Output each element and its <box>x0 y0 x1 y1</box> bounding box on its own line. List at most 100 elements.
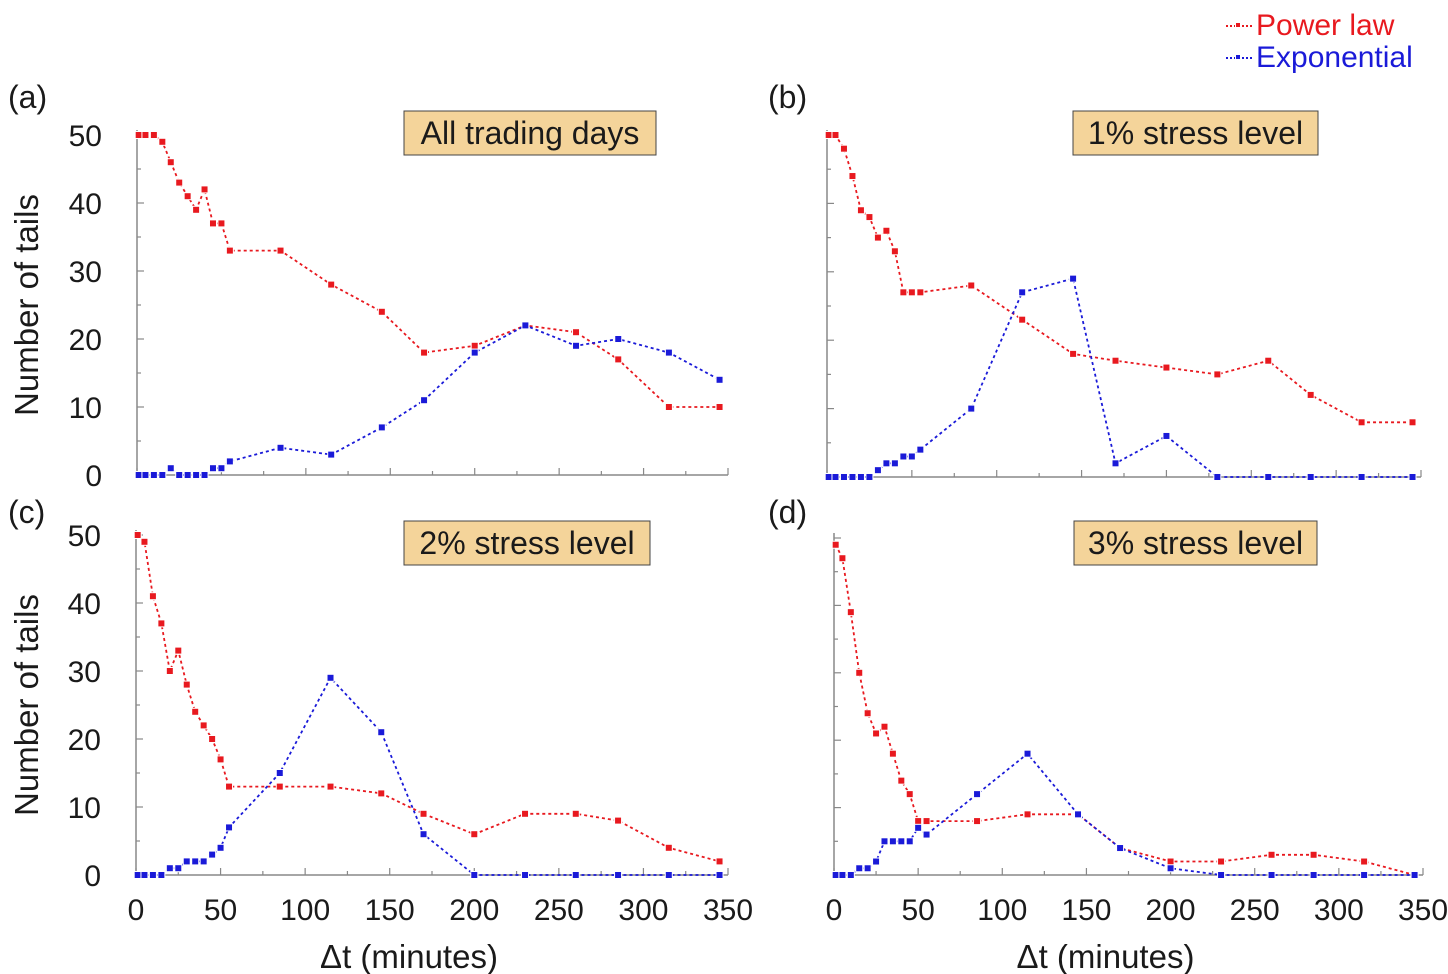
panel-b-power-law-point <box>848 172 857 181</box>
panel-c-power-law-point <box>614 816 623 825</box>
panel-c-exponential-point <box>614 871 623 879</box>
panel-b-power-law-point <box>1264 356 1273 365</box>
panel-a-exponential-point <box>420 396 429 405</box>
panel-c-exponential-point <box>275 769 284 777</box>
panel-d-x-tick-label: 50 <box>901 894 934 927</box>
panel-d-exponential-point <box>914 823 923 832</box>
panel-c-power-law-point <box>419 809 428 818</box>
panel-d-power-law-point <box>922 817 931 826</box>
panel-a-power-law-point <box>175 178 184 187</box>
panel-b-title-box <box>1072 110 1319 156</box>
panel-a-power-law-line <box>138 134 720 408</box>
panel-d-label: (d) <box>768 494 807 530</box>
panel-a-exponential-point <box>470 348 479 357</box>
panel-c-x-tick-label: 250 <box>534 894 584 927</box>
panel-c-title-box <box>403 520 651 566</box>
panel-d-power-law-point <box>831 540 840 549</box>
panel-a-power-law-point <box>715 403 724 411</box>
panel-c-power-law-point <box>715 857 724 866</box>
panel-a-power-law-point <box>327 280 336 289</box>
panel-d-exponential-point <box>897 837 906 846</box>
panel-d-power-law-point <box>846 608 855 617</box>
panel-c-power-law-point <box>199 721 208 730</box>
panel-d-power-law-point <box>880 722 889 731</box>
panel-a-exponential-point <box>217 464 226 473</box>
panel-b-power-law-point <box>1306 390 1315 399</box>
panel-d-power-law-point <box>838 554 847 563</box>
panel-d-power-law-point <box>1217 857 1226 866</box>
panel-b-exponential-line <box>828 277 1413 478</box>
panel-a-power-law-point <box>208 219 217 228</box>
panel-c-y-tick-label: 50 <box>68 520 101 553</box>
panel-d-exponential-point <box>905 837 914 846</box>
panel-c-exponential-point <box>377 728 386 737</box>
panel-b-exponential-point <box>967 404 976 413</box>
panel-c-x-tick-label: 0 <box>128 894 145 927</box>
panel-c-power-law-point <box>133 531 142 539</box>
panel-b-power-law-point <box>1069 349 1078 358</box>
panel-c-y-tick-label: 10 <box>68 792 101 825</box>
panel-a-exponential-point <box>225 457 234 466</box>
panel-c-power-law-point <box>208 735 217 743</box>
panel-b-power-law-point <box>916 288 925 297</box>
panel-d-power-law-point <box>888 749 897 758</box>
panel-a-title-box <box>403 110 657 156</box>
panel-d-x-tick-label: 100 <box>977 894 1027 927</box>
panel-a-label: (a) <box>8 79 47 115</box>
panel-c-exponential-point <box>174 864 183 873</box>
panel-d-x-tick-label: 0 <box>826 894 843 927</box>
panel-c-power-law-point <box>216 755 225 764</box>
panel-a-power-law-point <box>572 328 581 337</box>
panel-b-exponential-point <box>824 473 833 481</box>
panel-d-exponential-point <box>855 864 864 873</box>
panel-b-exponential-point <box>1111 459 1120 468</box>
panel-d-x-axis-title: Δt (minutes) <box>1017 938 1195 974</box>
panel-a-power-law-point <box>134 131 143 139</box>
panel-d-exponential-point <box>831 871 840 879</box>
panel-a-exponential-point <box>327 450 336 459</box>
panel-c-y-axis-title: Number of tails <box>8 594 45 816</box>
panel-d-x-tick-label: 300 <box>1314 894 1364 927</box>
panel-b-power-law-line <box>828 134 1413 424</box>
panel-d-exponential-point <box>1309 871 1318 879</box>
panel-d: 0 50 100 150 200 250 300 350 Δt (minutes) (d) 3% s… <box>768 494 1448 974</box>
panel-c-power-law-point <box>225 782 234 791</box>
panel-a-y-tick-label: 0 <box>85 460 102 493</box>
panel-b-exponential-point <box>1357 473 1366 481</box>
panel-c-power-law-point <box>182 680 191 689</box>
panel-d-power-law-point <box>1360 857 1369 866</box>
panel-b-exponential-point <box>865 473 874 481</box>
panel-b-power-law-point <box>873 233 882 242</box>
panel-c-exponential-point <box>140 871 149 879</box>
panel-c-y-tick-label: 30 <box>68 656 101 689</box>
panel-a-exponential-point <box>664 348 673 357</box>
panel-b: (b) 1% stress level <box>768 79 1422 481</box>
panel-a-power-law-point <box>664 403 673 411</box>
panel-b-exponential-point <box>899 452 908 461</box>
panel-d-exponential-point <box>846 871 855 879</box>
panel-d-exponential-point <box>1166 864 1175 873</box>
panel-a-exponential-point <box>175 471 184 479</box>
panel-c-power-law-line <box>137 534 720 863</box>
panel-c-power-law-point <box>521 809 530 818</box>
panel-a-power-law-point <box>225 246 234 255</box>
panel-d-power-law-point <box>914 817 923 826</box>
panel-a-exponential-point <box>166 464 175 473</box>
panel-a-exponential-point <box>192 471 201 479</box>
panel-c-power-law-point <box>174 646 183 655</box>
panel-d-title: 3% stress level <box>1088 525 1303 561</box>
panel-d-exponential-point <box>1217 871 1226 879</box>
panel-c-y-tick-label: 0 <box>84 860 101 893</box>
panel-b-power-law-point <box>882 226 891 235</box>
panel-a-exponential-line <box>138 324 721 476</box>
panel-a-exponential-point <box>521 321 530 330</box>
panel-d-exponential-point <box>1074 810 1083 819</box>
panel-a-power-law-point <box>183 192 192 201</box>
panel-c-exponential-point <box>157 871 166 879</box>
panel-b-exponential-point <box>1018 288 1027 297</box>
panel-d-exponential-point <box>872 857 881 866</box>
panel-a-power-law-point <box>158 137 167 146</box>
panel-b-exponential-point <box>1213 473 1222 481</box>
panel-a-power-law-point <box>200 185 209 194</box>
